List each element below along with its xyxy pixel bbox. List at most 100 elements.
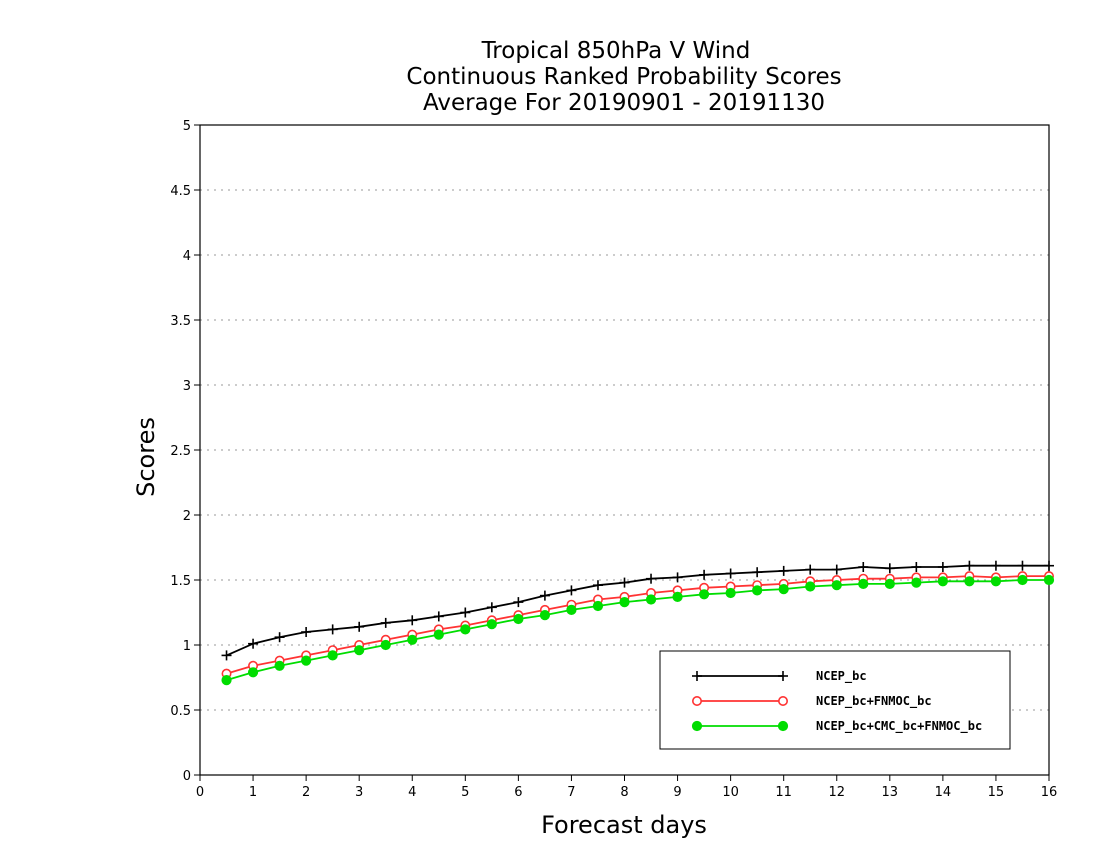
data-point bbox=[248, 638, 259, 649]
data-point bbox=[460, 607, 471, 618]
legend-marker bbox=[692, 671, 702, 681]
data-point bbox=[539, 590, 550, 601]
data-point bbox=[778, 584, 789, 595]
data-point bbox=[247, 667, 259, 678]
x-tick-label: 2 bbox=[302, 785, 310, 800]
data-point bbox=[831, 580, 842, 591]
data-point bbox=[354, 621, 365, 632]
y-tick-label: 0 bbox=[183, 769, 191, 784]
series-1 bbox=[221, 560, 1054, 661]
data-point bbox=[752, 585, 763, 596]
y-tick-label: 3 bbox=[183, 379, 191, 394]
legend-marker bbox=[691, 720, 703, 732]
data-point bbox=[221, 675, 232, 686]
data-point bbox=[884, 563, 895, 574]
data-point bbox=[699, 569, 710, 580]
data-point bbox=[990, 560, 1001, 571]
data-point bbox=[354, 645, 365, 656]
legend-marker bbox=[777, 695, 788, 706]
x-tick-label: 5 bbox=[461, 785, 469, 800]
x-tick-label: 12 bbox=[828, 785, 845, 800]
series-layer bbox=[221, 560, 1055, 686]
x-tick-label: 9 bbox=[673, 785, 681, 800]
x-tick-label: 15 bbox=[988, 785, 1005, 800]
y-axis-label: Scores bbox=[132, 417, 160, 497]
data-point bbox=[486, 602, 497, 613]
data-point bbox=[858, 562, 869, 572]
data-point bbox=[513, 597, 524, 608]
y-tick-label: 0.5 bbox=[170, 704, 191, 719]
legend-box bbox=[659, 650, 1011, 750]
data-point bbox=[1043, 574, 1055, 586]
data-point bbox=[380, 639, 391, 651]
data-point bbox=[592, 580, 603, 591]
data-point bbox=[646, 573, 657, 584]
y-tick-label: 1.5 bbox=[170, 574, 191, 589]
x-tick-label: 13 bbox=[882, 785, 899, 800]
data-point bbox=[645, 594, 657, 605]
data-point bbox=[301, 655, 312, 666]
y-axis-ticks: 0 0.5 1 1.5 2 2.5 3 3.5 4 4.5 5 bbox=[170, 119, 200, 784]
data-point bbox=[937, 562, 948, 572]
x-tick-label: 11 bbox=[775, 785, 792, 800]
data-point bbox=[725, 587, 736, 599]
y-tick-label: 5 bbox=[183, 119, 191, 134]
data-point bbox=[592, 600, 604, 612]
y-tick-label: 3.5 bbox=[170, 314, 191, 329]
y-tick-label: 1 bbox=[183, 639, 191, 654]
data-point bbox=[937, 576, 948, 587]
data-point bbox=[486, 619, 497, 630]
data-point bbox=[1044, 560, 1054, 571]
data-point bbox=[698, 589, 710, 600]
data-point bbox=[858, 578, 869, 590]
data-point bbox=[964, 560, 975, 571]
data-point bbox=[433, 611, 444, 622]
legend-marker bbox=[778, 671, 788, 681]
data-point bbox=[513, 613, 524, 625]
data-point bbox=[274, 660, 285, 671]
data-point bbox=[539, 610, 551, 621]
data-point bbox=[1017, 560, 1028, 571]
data-point bbox=[433, 629, 444, 640]
data-point bbox=[221, 650, 232, 661]
legend: NCEP_bc NCEP_bc+FNMOC_bc NCEP_bc+CMC_bc+FN… bbox=[659, 650, 1011, 750]
data-point bbox=[911, 577, 922, 588]
x-tick-label: 14 bbox=[935, 785, 952, 800]
data-point bbox=[619, 597, 630, 608]
legend-label: NCEP_bc+FNMOC_bc bbox=[816, 694, 932, 709]
y-tick-label: 2 bbox=[183, 509, 191, 524]
data-point bbox=[672, 572, 683, 583]
data-point bbox=[672, 591, 683, 603]
legend-item: NCEP_bc bbox=[692, 669, 867, 684]
data-point bbox=[805, 581, 816, 592]
data-point bbox=[831, 564, 842, 575]
legend-item: NCEP_bc+CMC_bc+FNMOC_bc bbox=[691, 719, 982, 734]
y-tick-label: 4.5 bbox=[170, 184, 191, 199]
legend-marker bbox=[691, 695, 702, 706]
data-point bbox=[964, 576, 975, 587]
data-point bbox=[778, 565, 789, 576]
data-point bbox=[327, 624, 338, 635]
x-tick-label: 6 bbox=[514, 785, 522, 800]
x-tick-label: 7 bbox=[567, 785, 575, 800]
y-tick-label: 2.5 bbox=[170, 444, 191, 459]
data-point bbox=[884, 578, 895, 590]
y-tick-label: 4 bbox=[183, 249, 191, 264]
legend-item: NCEP_bc+FNMOC_bc bbox=[691, 694, 932, 709]
legend-label: NCEP_bc+CMC_bc+FNMOC_bc bbox=[816, 719, 982, 734]
data-point bbox=[380, 617, 391, 628]
x-tick-label: 16 bbox=[1041, 785, 1058, 800]
x-tick-label: 1 bbox=[249, 785, 257, 800]
data-point bbox=[327, 650, 338, 661]
series-line bbox=[226, 564, 1049, 657]
data-point bbox=[566, 604, 577, 616]
chart-title-line-3: Average For 20190901 - 20191130 bbox=[423, 90, 825, 116]
data-point bbox=[805, 564, 816, 575]
data-point bbox=[619, 577, 630, 588]
data-point bbox=[301, 627, 312, 637]
chart-title: Tropical 850hPa V Wind Continuous Ranked… bbox=[406, 38, 841, 116]
x-tick-label: 10 bbox=[722, 785, 739, 800]
x-tick-label: 4 bbox=[408, 785, 416, 800]
data-point bbox=[1017, 574, 1028, 586]
